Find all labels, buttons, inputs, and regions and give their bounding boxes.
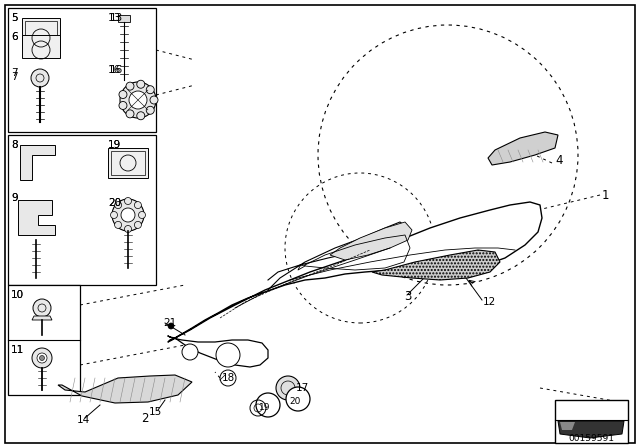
- Polygon shape: [8, 285, 80, 395]
- Circle shape: [286, 387, 310, 411]
- Polygon shape: [20, 145, 55, 180]
- Circle shape: [126, 82, 134, 90]
- Circle shape: [220, 370, 236, 386]
- Text: 4: 4: [555, 154, 563, 167]
- Circle shape: [115, 202, 122, 209]
- Circle shape: [126, 110, 134, 118]
- Text: 8: 8: [11, 140, 18, 150]
- Circle shape: [111, 211, 118, 219]
- Circle shape: [138, 211, 145, 219]
- Circle shape: [216, 343, 240, 367]
- Circle shape: [134, 221, 141, 228]
- Circle shape: [32, 348, 52, 368]
- Polygon shape: [22, 35, 60, 58]
- Circle shape: [276, 376, 300, 400]
- Polygon shape: [558, 421, 624, 438]
- Text: 3: 3: [404, 289, 412, 302]
- Circle shape: [129, 91, 147, 109]
- Text: 5: 5: [11, 13, 18, 23]
- Polygon shape: [8, 8, 156, 132]
- Polygon shape: [560, 422, 575, 430]
- Text: 10: 10: [11, 290, 24, 300]
- Circle shape: [125, 198, 131, 204]
- Circle shape: [119, 102, 127, 109]
- Polygon shape: [32, 316, 52, 320]
- Circle shape: [182, 344, 198, 360]
- Text: 5: 5: [11, 13, 18, 23]
- Polygon shape: [372, 250, 500, 280]
- Text: 7: 7: [11, 68, 18, 78]
- Text: 9: 9: [11, 193, 18, 203]
- Circle shape: [33, 299, 51, 317]
- Polygon shape: [58, 375, 192, 403]
- Text: 8: 8: [11, 140, 18, 150]
- Text: 2: 2: [141, 412, 148, 425]
- Text: 7: 7: [11, 72, 18, 82]
- Polygon shape: [18, 200, 55, 235]
- Text: 13: 13: [108, 13, 121, 23]
- Polygon shape: [330, 222, 412, 260]
- Circle shape: [119, 90, 127, 99]
- Text: 16: 16: [110, 65, 124, 75]
- Circle shape: [40, 356, 45, 361]
- Polygon shape: [555, 400, 628, 443]
- Text: 20: 20: [289, 397, 301, 406]
- Text: 19: 19: [108, 140, 121, 150]
- Polygon shape: [22, 18, 60, 48]
- Text: 6: 6: [11, 32, 18, 42]
- Text: 18: 18: [222, 373, 236, 383]
- Circle shape: [137, 112, 145, 120]
- Circle shape: [147, 106, 154, 114]
- Text: 1: 1: [602, 189, 609, 202]
- Text: 13: 13: [110, 13, 124, 23]
- Circle shape: [150, 96, 158, 104]
- Text: 21: 21: [163, 318, 176, 328]
- Text: 17: 17: [296, 383, 309, 393]
- Text: 12: 12: [483, 297, 496, 307]
- Circle shape: [120, 82, 156, 118]
- Text: 11: 11: [11, 345, 24, 355]
- Circle shape: [112, 199, 144, 231]
- Text: 15: 15: [148, 407, 162, 417]
- Polygon shape: [168, 202, 542, 342]
- Circle shape: [147, 86, 154, 94]
- Text: 00159591: 00159591: [568, 434, 614, 443]
- Polygon shape: [168, 336, 268, 367]
- Circle shape: [168, 323, 174, 329]
- Text: 19: 19: [259, 404, 271, 413]
- Text: 6: 6: [11, 32, 18, 42]
- Circle shape: [125, 225, 131, 233]
- Text: 20: 20: [108, 198, 121, 208]
- Text: 11: 11: [11, 345, 24, 355]
- Circle shape: [115, 221, 122, 228]
- Circle shape: [121, 208, 135, 222]
- Text: 9: 9: [11, 193, 18, 203]
- Circle shape: [37, 353, 47, 363]
- Polygon shape: [488, 132, 558, 165]
- Text: 20: 20: [108, 198, 121, 208]
- Text: 16: 16: [108, 65, 121, 75]
- Polygon shape: [108, 148, 148, 178]
- Polygon shape: [118, 15, 130, 22]
- Polygon shape: [8, 135, 156, 285]
- Polygon shape: [5, 5, 635, 443]
- Circle shape: [134, 202, 141, 209]
- Circle shape: [31, 69, 49, 87]
- Text: 14: 14: [76, 415, 90, 425]
- Text: 19: 19: [108, 140, 121, 150]
- Circle shape: [137, 80, 145, 88]
- Text: 10: 10: [11, 290, 24, 300]
